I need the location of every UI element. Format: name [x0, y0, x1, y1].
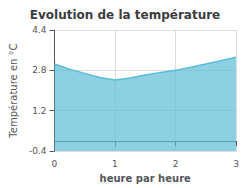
svg-text:1.2: 1.2 — [32, 106, 46, 116]
svg-text:2.8: 2.8 — [32, 65, 47, 75]
svg-text:Evolution de la température: Evolution de la température — [30, 8, 221, 22]
svg-text:heure par heure: heure par heure — [100, 173, 191, 184]
svg-text:2: 2 — [173, 159, 179, 169]
svg-text:4.4: 4.4 — [32, 25, 47, 35]
svg-text:3: 3 — [233, 159, 239, 169]
svg-text:Température en °C: Température en °C — [8, 43, 19, 138]
svg-text:0: 0 — [52, 159, 58, 169]
svg-text:1: 1 — [112, 159, 118, 169]
svg-text:-0.4: -0.4 — [29, 146, 47, 156]
